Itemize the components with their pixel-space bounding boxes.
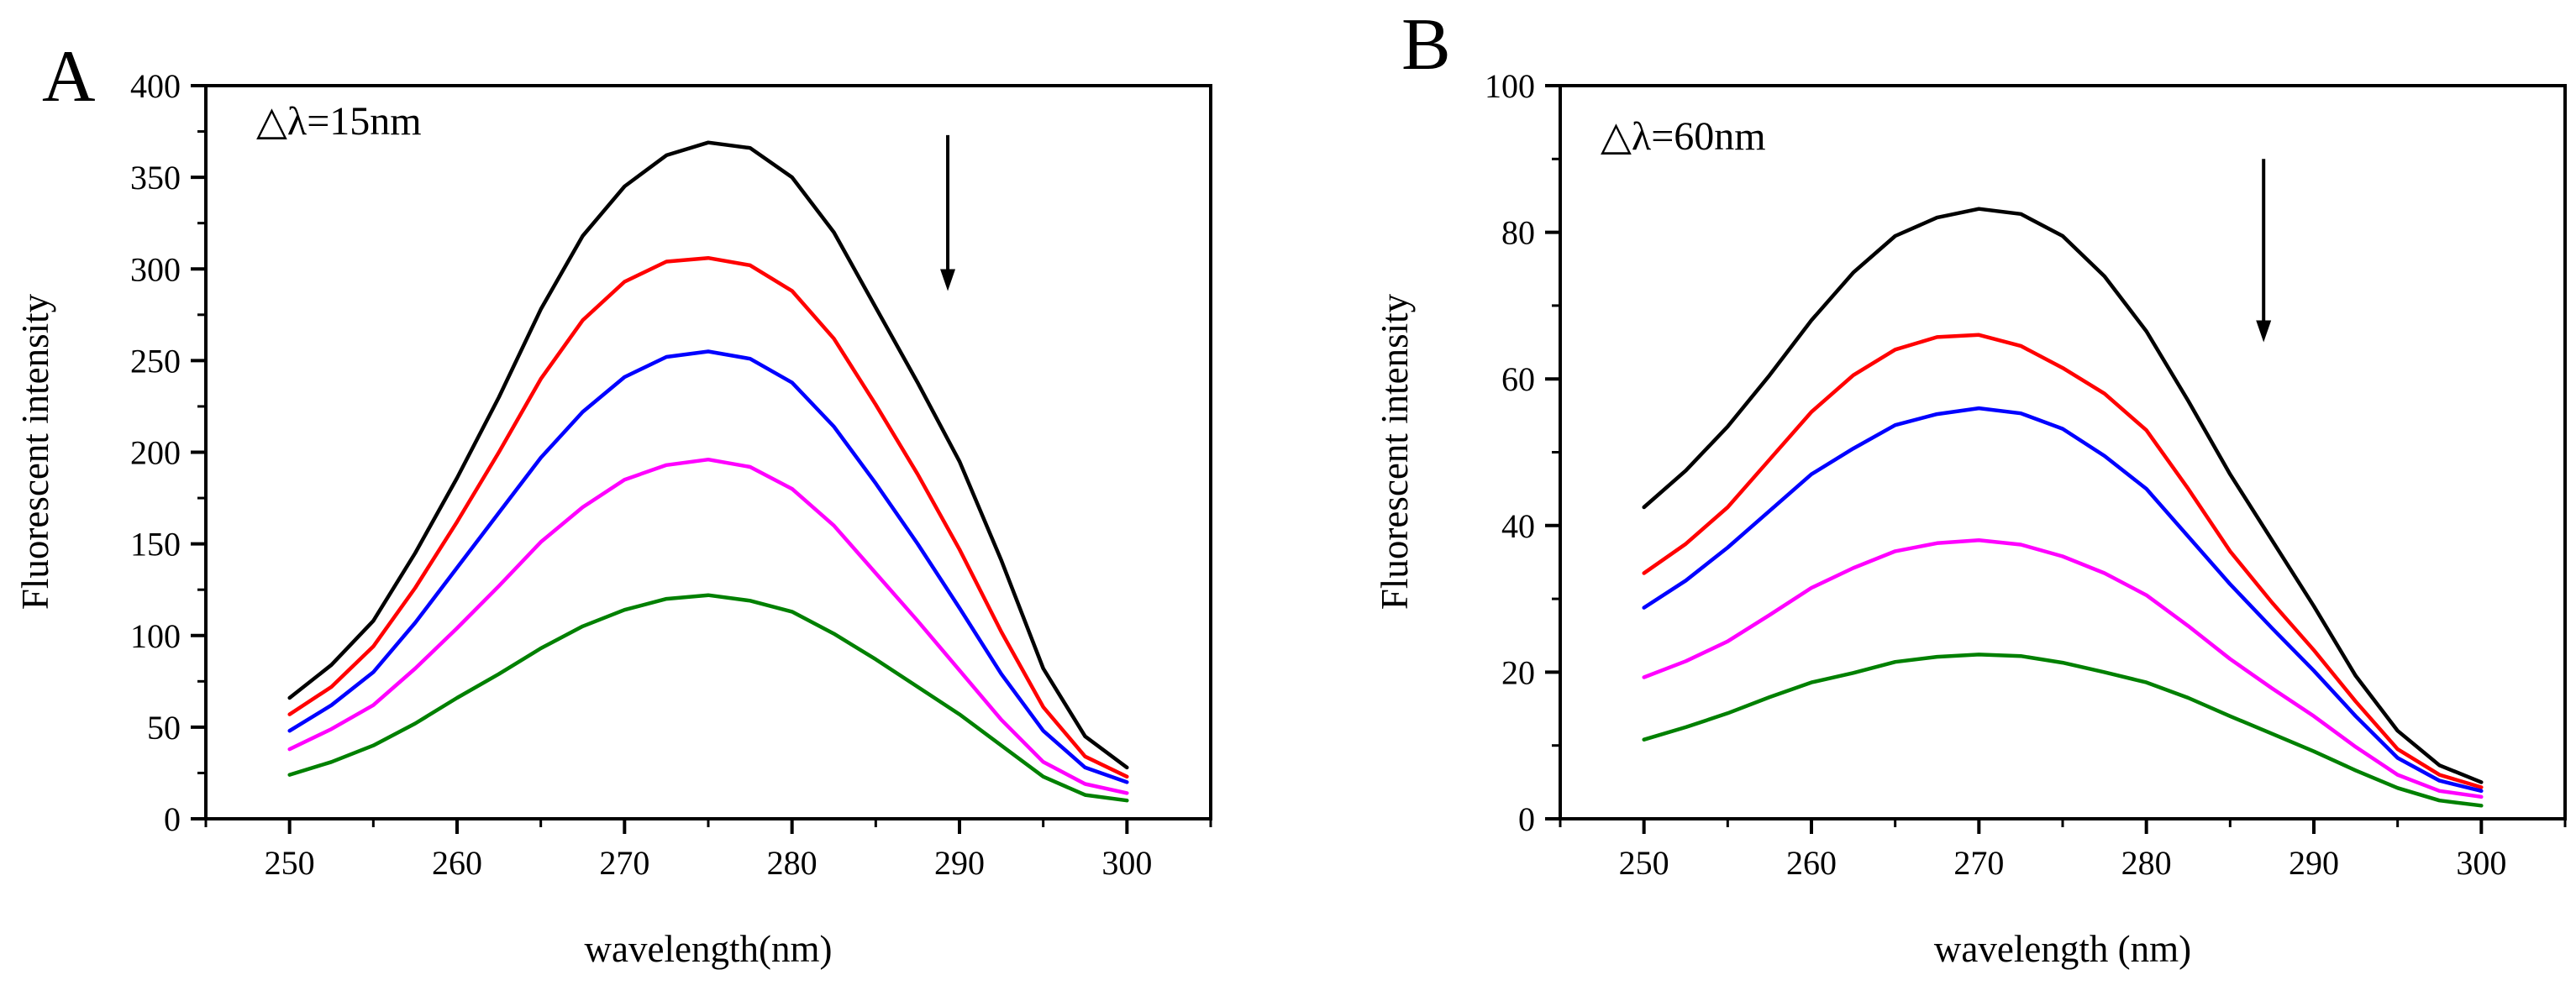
panel-b-y-tick-label: 0 [1518, 800, 1535, 838]
panel-b-plot-frame [1559, 84, 2567, 820]
panel-a-arrow-head [940, 269, 956, 291]
panel-b-series-line-5 [1642, 653, 2484, 808]
panel-b-x-tick-label: 290 [2289, 844, 2339, 882]
panel-a-x-tick-label: 260 [432, 844, 482, 882]
panel-b-x-axis-title: wavelength (nm) [1934, 928, 2191, 970]
panel-a-delta-lambda-label: △λ=15nm [256, 99, 422, 144]
panel-b-delta-lambda-label: △λ=60nm [1601, 114, 1766, 159]
panel-a-y-tick-label: 150 [130, 526, 181, 564]
panel-b-x-tick-label: 260 [1786, 844, 1837, 882]
panel-a-y-axis-title: Fluorescent intensity [14, 293, 56, 610]
panel-b-x-tick-label: 270 [1953, 844, 2004, 882]
panel-b-y-tick-label: 40 [1501, 507, 1535, 545]
panel-a-y-tick-label: 0 [164, 800, 181, 838]
panel-b-y-tick-label: 80 [1501, 214, 1535, 252]
panel-b-y-tick-label: 60 [1501, 360, 1535, 398]
panel-a-y-tick-label: 100 [130, 617, 181, 655]
panel-a-arrow [940, 134, 956, 291]
panel-b-letter: B [1401, 4, 1451, 86]
panel-b-y-tick-label: 20 [1501, 653, 1535, 691]
panel-a-series-line-4 [287, 457, 1129, 795]
panel-a-y-tick-label: 250 [130, 342, 181, 380]
panel-a-axis-ticks: 250 260 270 280 290 300 0 50 100 150 200 250 300 350 4… [130, 67, 1212, 882]
panel-b-arrow-head [2256, 320, 2272, 343]
panel-b-arrow [2256, 159, 2272, 343]
panel-a-x-tick-label: 300 [1101, 844, 1152, 882]
panel-a-x-tick-label: 290 [934, 844, 985, 882]
panel-b-x-tick-label: 280 [2121, 844, 2172, 882]
panel-a: A 250 260 270 280 290 300 0 50 100 150 200 250 300 35… [14, 36, 1212, 970]
panel-a-series-line-5 [287, 593, 1129, 803]
panel-b-series-line-4 [1642, 538, 2484, 799]
panel-b: B 250 260 270 280 290 300 0 20 40 60 80 100 △λ=60nm… [1374, 4, 2567, 970]
panel-b-series-line-2 [1642, 333, 2484, 789]
panel-a-x-axis-title: wavelength(nm) [585, 928, 833, 970]
panel-b-y-axis-title: Fluorescent intensity [1374, 293, 1416, 610]
panel-b-series-group [1642, 207, 2484, 808]
panel-b-x-tick-label: 300 [2456, 844, 2506, 882]
panel-a-series-line-3 [287, 349, 1129, 784]
panel-a-x-tick-label: 270 [599, 844, 649, 882]
panel-a-plot-frame [204, 84, 1212, 820]
panel-a-series-group [287, 140, 1129, 803]
panel-a-letter: A [42, 36, 96, 118]
panel-a-y-tick-label: 350 [130, 159, 181, 197]
panel-b-series-line-1 [1642, 207, 2484, 784]
panel-b-axis-ticks: 250 260 270 280 290 300 0 20 40 60 80 100 [1485, 67, 2567, 882]
panel-a-y-tick-label: 400 [130, 67, 181, 105]
panel-b-series-line-3 [1642, 406, 2484, 794]
panel-a-x-tick-label: 250 [265, 844, 315, 882]
panel-a-y-tick-label: 50 [147, 709, 181, 747]
panel-a-y-tick-label: 300 [130, 250, 181, 288]
panel-a-series-line-1 [287, 140, 1129, 770]
panel-a-y-tick-label: 200 [130, 434, 181, 472]
panel-b-y-tick-label: 100 [1485, 67, 1535, 105]
panel-a-series-line-2 [287, 255, 1129, 779]
panel-b-x-tick-label: 250 [1619, 844, 1669, 882]
panel-a-x-tick-label: 280 [767, 844, 817, 882]
